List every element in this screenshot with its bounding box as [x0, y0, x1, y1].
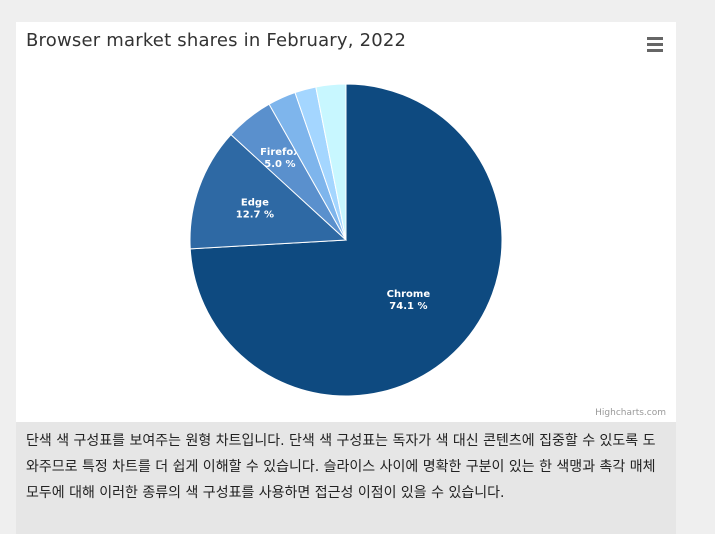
chart-context-menu-button[interactable] — [644, 34, 666, 54]
chart-description: 단색 색 구성표를 보여주는 원형 차트입니다. 단색 색 구성표는 독자가 색… — [16, 422, 676, 534]
data-label-edge-value: 12.7 % — [236, 210, 274, 221]
data-label-firefox-value: 5.0 % — [264, 159, 295, 170]
pie-slice-slice-6[interactable] — [315, 83, 347, 241]
data-label-chrome-name: Chrome — [387, 289, 431, 300]
pie-slice-edge[interactable] — [189, 133, 348, 250]
data-label-firefox-name: Firefox — [260, 147, 300, 158]
hamburger-menu-icon — [647, 37, 663, 40]
data-label-chrome-value: 74.1 % — [389, 301, 427, 312]
chart-title: Browser market shares in February, 2022 — [26, 30, 407, 51]
chart-container: Browser market shares in February, 2022 … — [16, 22, 676, 422]
data-label-edge-name: Edge — [241, 198, 269, 209]
credits-link[interactable]: Highcharts.com — [595, 408, 666, 418]
